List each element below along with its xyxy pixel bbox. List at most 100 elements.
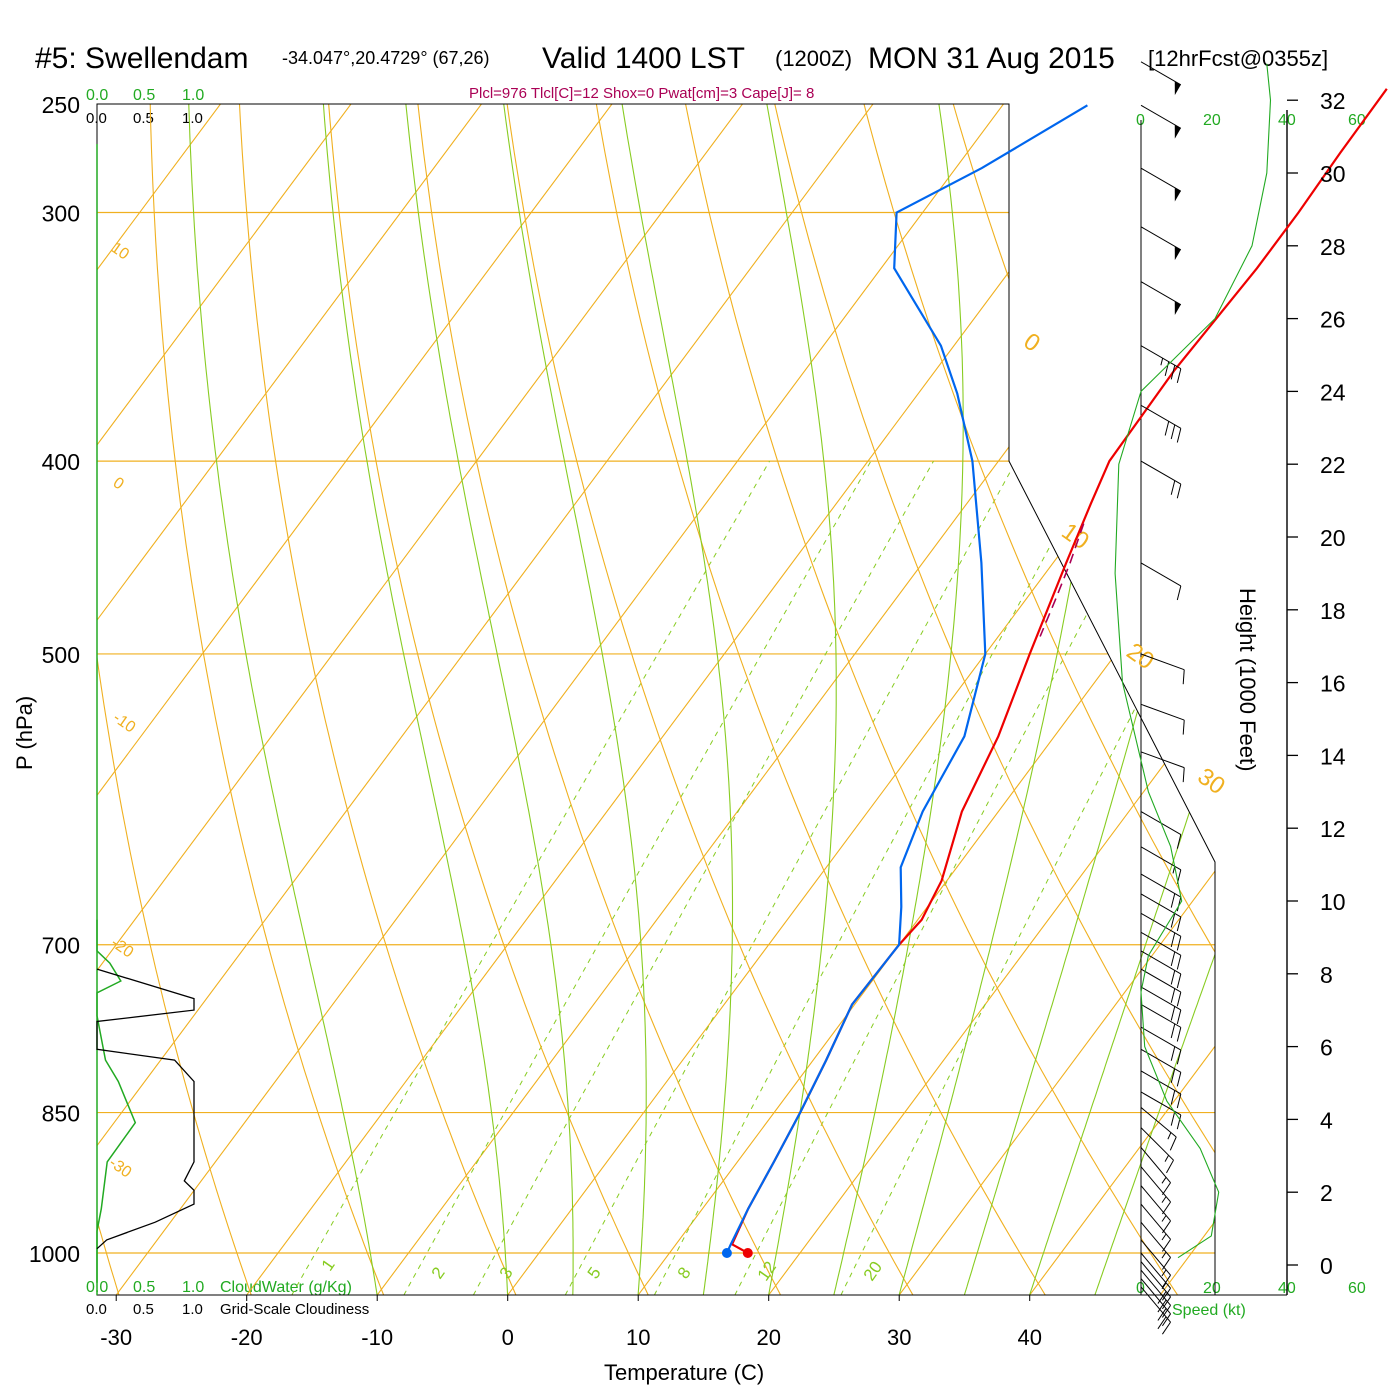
wind-barb-staff xyxy=(1140,562,1182,587)
mixing-ratio-line xyxy=(291,460,771,1295)
wind-barb-full xyxy=(1170,424,1176,440)
wind-barb xyxy=(1140,460,1182,499)
speed-label: Speed (kt) xyxy=(1172,1302,1246,1319)
moist-adiabat xyxy=(898,104,1122,1295)
wind-barb-staff xyxy=(1140,460,1182,485)
wind-barb-full xyxy=(1170,951,1176,967)
wind-barb xyxy=(1140,1203,1171,1252)
cloudiness-tick-bottom-2: 1.0 xyxy=(182,1301,203,1318)
x-tick-label: 20 xyxy=(756,1325,780,1350)
wind-barb xyxy=(1140,1269,1171,1318)
cloudwater-tick-top-2: 1.0 xyxy=(182,87,204,104)
wind-barb-full xyxy=(1176,896,1182,912)
moist-adiabat xyxy=(608,104,734,1295)
wind-barb-staff xyxy=(1140,1147,1171,1183)
wind-barb xyxy=(1140,968,1182,1007)
cloudwater-tick-top-1: 0.5 xyxy=(133,87,155,104)
wind-barb-full xyxy=(1170,1006,1176,1021)
x-tick-label: -20 xyxy=(231,1325,263,1350)
height-tick-label: 24 xyxy=(1320,379,1346,405)
wind-barb xyxy=(1140,986,1182,1025)
isotherm-line xyxy=(97,104,937,1295)
wind-barb xyxy=(1140,1070,1182,1109)
wind-barb xyxy=(1140,703,1185,735)
wind-barb-full xyxy=(1170,365,1176,380)
valid-date: MON 31 Aug 2015 xyxy=(868,42,1115,75)
dry-adiabat xyxy=(495,104,914,1295)
cloud-profiles xyxy=(96,919,195,1283)
wind-barb-full xyxy=(1182,669,1185,685)
cloudwater-tick-top-0: 0.0 xyxy=(86,87,108,104)
wind-barb-full xyxy=(1176,991,1182,1007)
wind-barb-full xyxy=(1162,1321,1171,1335)
mixing-ratio-label: 12 xyxy=(754,1258,780,1284)
cloudiness-tick-bottom-1: 0.5 xyxy=(133,1301,154,1318)
wind-barb-full xyxy=(1157,1291,1167,1304)
wind-barb xyxy=(1140,1185,1171,1234)
wind-barb-full xyxy=(1176,916,1182,932)
moist-adiabat xyxy=(493,104,647,1295)
x-tick-label: -10 xyxy=(361,1325,393,1350)
wind-barb-half xyxy=(1161,1282,1167,1290)
dry-adiabat xyxy=(148,104,385,1295)
mixing-ratio-label: 5 xyxy=(584,1264,605,1283)
series-temperature xyxy=(730,88,1388,1254)
wind-barb-staff xyxy=(1140,226,1182,251)
cloudiness-line xyxy=(96,968,195,1250)
wind-barb-staff xyxy=(1140,931,1182,956)
cloudiness-label: Grid-Scale Cloudiness xyxy=(220,1301,369,1318)
wind-barb-staff xyxy=(1140,167,1182,192)
isotherm-line xyxy=(246,104,1198,1295)
wind-barb xyxy=(1140,1261,1171,1310)
wind-barb-staff xyxy=(1140,281,1182,306)
wind-barb-full xyxy=(1176,368,1182,383)
dry-adiabat xyxy=(322,104,649,1295)
wind-barb-half xyxy=(1161,1233,1167,1241)
wind-barb-full xyxy=(1176,428,1182,443)
wind-barb-half xyxy=(1164,1154,1170,1162)
wind-barb-full xyxy=(1176,1027,1182,1042)
dry-adiabat xyxy=(929,104,1215,1295)
wind-barb-flag xyxy=(1174,246,1181,261)
wind-barb-full xyxy=(1162,1305,1171,1318)
wind-barb-staff xyxy=(1140,912,1182,937)
wind-barb-staff xyxy=(1140,1278,1171,1315)
dry-adiabat xyxy=(582,104,1046,1295)
wind-barb-staff xyxy=(1140,968,1182,993)
wind-barb-full xyxy=(1157,1316,1167,1330)
height-tick-label: 12 xyxy=(1320,816,1346,842)
wind-barb xyxy=(1140,1166,1171,1215)
pressure-tick-label: 400 xyxy=(42,449,80,475)
isotherm-line xyxy=(97,104,415,1295)
wind-barb-half xyxy=(1161,1269,1167,1277)
wind-barb-full xyxy=(1170,893,1176,908)
wind-barb-full xyxy=(1162,1201,1171,1215)
wind-barb-full xyxy=(1170,480,1176,495)
wind-barb-staff xyxy=(1140,1239,1171,1276)
wind-barb-half xyxy=(1160,358,1164,366)
moist-adiabat xyxy=(1029,104,1215,1295)
speed-line xyxy=(1114,63,1272,1259)
wind-barbs xyxy=(1140,61,1185,1335)
wind-barb-full xyxy=(1164,361,1170,376)
height-tick-label: 20 xyxy=(1320,525,1346,551)
mixing-ratio-label: 8 xyxy=(674,1264,695,1283)
moist-adiabat xyxy=(317,104,509,1295)
cloudwater-tick-bottom-2: 1.0 xyxy=(182,1279,204,1296)
speed-tick-bottom-1: 20 xyxy=(1203,1280,1221,1297)
dry-adiabat xyxy=(1189,104,1215,1295)
mixing-ratio-line xyxy=(653,460,1097,1295)
isotherm-line xyxy=(97,104,284,1295)
mixing-ratio-label: 20 xyxy=(860,1258,886,1284)
isotherm-line xyxy=(97,104,545,1295)
wind-barb-staff xyxy=(1140,653,1185,671)
wind-barb-full xyxy=(1162,1257,1171,1270)
wind-barb-staff xyxy=(1140,950,1182,975)
wind-barb xyxy=(1140,1221,1171,1270)
dry-adiabat xyxy=(669,104,1179,1295)
height-tick-label: 28 xyxy=(1320,234,1346,260)
zulu-time: (1200Z) xyxy=(775,46,852,71)
mixing-ratio-line xyxy=(403,460,872,1295)
pressure-tick-label: 250 xyxy=(42,92,80,118)
wind-barb-full xyxy=(1176,1049,1182,1065)
